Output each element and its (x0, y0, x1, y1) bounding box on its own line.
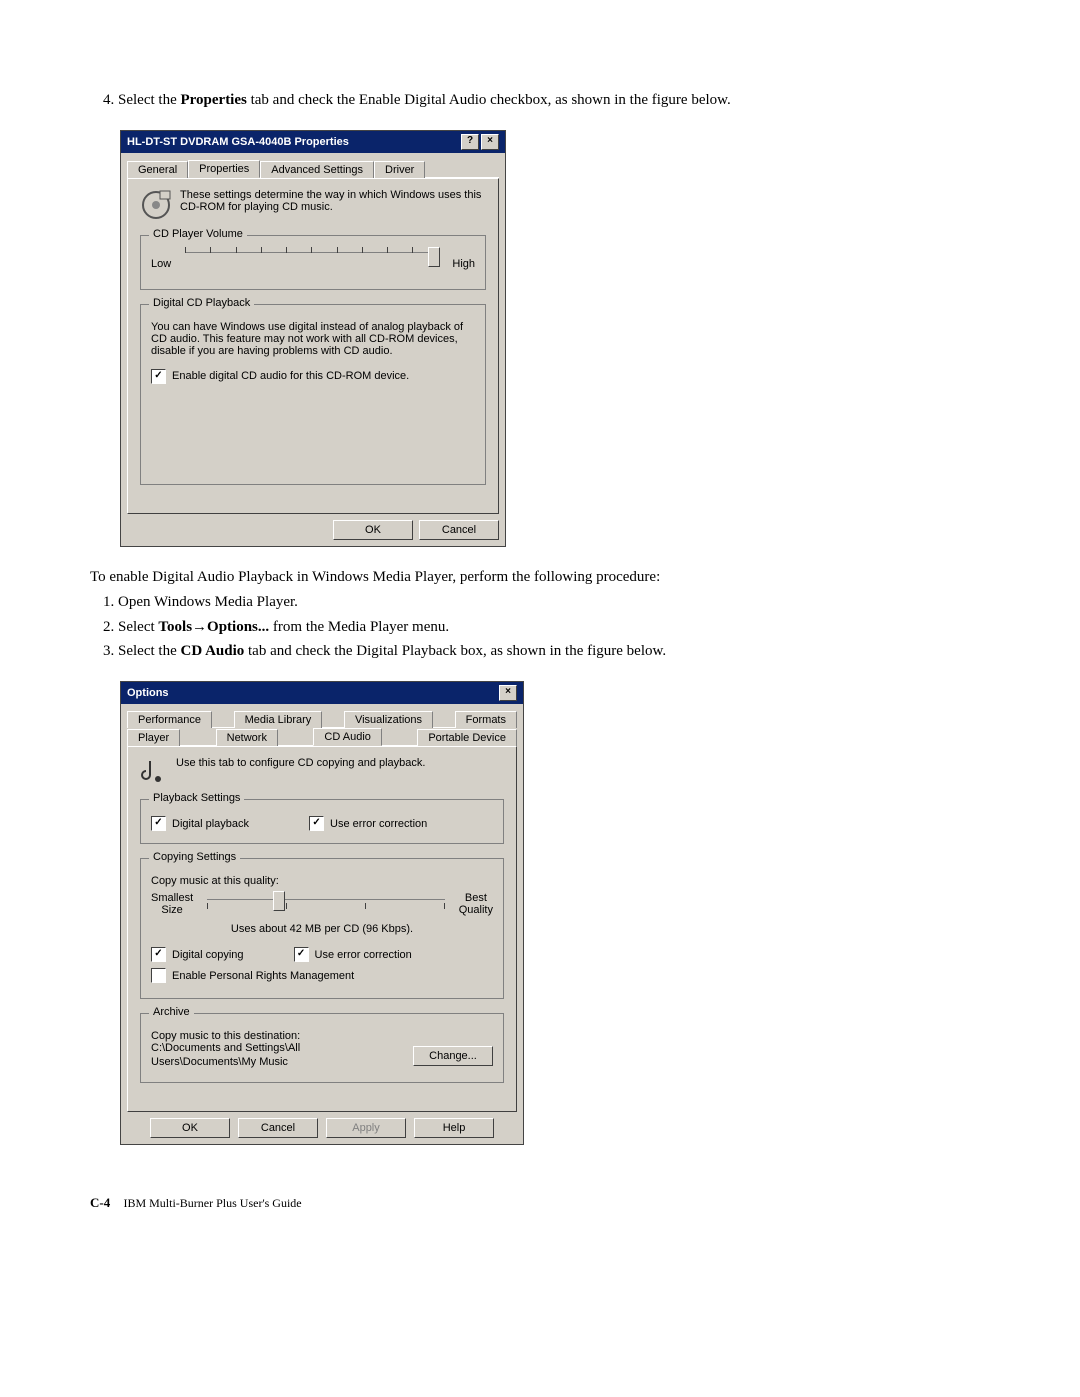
bridge-paragraph: To enable Digital Audio Playback in Wind… (90, 569, 990, 586)
options-dialog: Options × Performance Media Library Visual… (120, 681, 524, 1145)
step-b2: Select Tools→Options... from the Media P… (118, 617, 990, 639)
copying-settings-groupbox: Copying Settings Copy music at this qual… (140, 858, 504, 999)
playback-error-correction-checkbox[interactable]: ✓ Use error correction (309, 816, 427, 831)
tab-cd-audio[interactable]: CD Audio (313, 728, 381, 746)
playback-error-label: Use error correction (330, 818, 427, 830)
help-button[interactable]: Help (414, 1118, 494, 1138)
tab-general[interactable]: General (127, 161, 188, 178)
properties-tab-panel: These settings determine the way in whic… (127, 178, 499, 514)
change-button[interactable]: Change... (413, 1046, 493, 1066)
checkbox-box: ✓ (151, 369, 166, 384)
music-note-icon (140, 757, 168, 785)
enable-digital-label: Enable digital CD audio for this CD-ROM … (172, 370, 409, 382)
quality-slider[interactable] (207, 891, 445, 917)
page-footer: C-4 IBM Multi-Burner Plus User's Guide (90, 1195, 990, 1211)
properties-dialog: HL-DT-ST DVDRAM GSA-4040B Properties ? ×… (120, 130, 506, 547)
step4-post: tab and check the Enable Digital Audio c… (247, 92, 731, 108)
tab-network[interactable]: Network (216, 729, 278, 746)
copying-settings-legend: Copying Settings (149, 851, 240, 863)
ok-button[interactable]: OK (333, 520, 413, 540)
prm-checkbox[interactable]: Enable Personal Rights Management (151, 968, 354, 983)
tab-player[interactable]: Player (127, 729, 180, 746)
prm-label: Enable Personal Rights Management (172, 970, 354, 982)
options-title-text: Options (127, 687, 169, 699)
help-icon[interactable]: ? (461, 134, 479, 150)
apply-button[interactable]: Apply (326, 1118, 406, 1138)
ok-button[interactable]: OK (150, 1118, 230, 1138)
options-tabstrip-row1: Performance Media Library Visualizations Fo… (127, 710, 517, 728)
volume-slider[interactable] (185, 252, 438, 277)
volume-thumb[interactable] (428, 247, 440, 267)
step-b1: Open Windows Media Player. (118, 592, 990, 614)
instruction-list-b: Open Windows Media Player. Select Tools→… (90, 592, 990, 663)
options-tab-panel: Use this tab to configure CD copying and… (127, 746, 517, 1112)
volume-low-label: Low (151, 258, 171, 270)
tab-media-library[interactable]: Media Library (234, 711, 323, 728)
options-description: Use this tab to configure CD copying and… (176, 757, 425, 769)
step-b3: Select the CD Audio tab and check the Di… (118, 641, 990, 663)
quality-smallest-label: Smallest Size (151, 892, 193, 916)
digital-playback-label: Digital playback (172, 818, 249, 830)
instruction-list-a: Select the Properties tab and check the … (90, 90, 990, 112)
tab-visualizations[interactable]: Visualizations (344, 711, 433, 728)
archive-groupbox: Archive Copy music to this destination: … (140, 1013, 504, 1083)
tab-driver[interactable]: Driver (374, 161, 425, 178)
digital-playback-checkbox[interactable]: ✓ Digital playback (151, 816, 249, 831)
footer-title: IBM Multi-Burner Plus User's Guide (123, 1196, 301, 1210)
archive-heading: Copy music to this destination: (151, 1030, 493, 1042)
playback-groupbox: Digital CD Playback You can have Windows… (140, 304, 486, 485)
page-number: C-4 (90, 1195, 110, 1210)
copying-error-correction-checkbox[interactable]: ✓ Use error correction (294, 947, 412, 962)
tab-portable-device[interactable]: Portable Device (417, 729, 517, 746)
tab-properties[interactable]: Properties (188, 160, 260, 178)
tab-advanced-settings[interactable]: Advanced Settings (260, 161, 374, 178)
options-tabstrip-row2: Player Network CD Audio Portable Device (127, 727, 517, 746)
playback-settings-legend: Playback Settings (149, 792, 244, 804)
quality-thumb[interactable] (273, 891, 285, 911)
copying-error-label: Use error correction (315, 949, 412, 961)
step-4: Select the Properties tab and check the … (118, 90, 990, 112)
step4-pre: Select the (118, 92, 180, 108)
playback-text: You can have Windows use digital instead… (151, 321, 475, 357)
tab-performance[interactable]: Performance (127, 711, 212, 728)
cancel-button[interactable]: Cancel (238, 1118, 318, 1138)
playback-settings-groupbox: Playback Settings ✓ Digital playback ✓ U… (140, 799, 504, 844)
cancel-button[interactable]: Cancel (419, 520, 499, 540)
tab-formats[interactable]: Formats (455, 711, 517, 728)
options-titlebar: Options × (121, 682, 523, 704)
archive-legend: Archive (149, 1006, 194, 1018)
quality-usage-text: Uses about 42 MB per CD (96 Kbps). (151, 923, 493, 935)
digital-copying-checkbox[interactable]: ✓ Digital copying (151, 947, 244, 962)
close-icon[interactable]: × (499, 685, 517, 701)
properties-description: These settings determine the way in whic… (180, 189, 486, 213)
enable-digital-checkbox[interactable]: ✓ Enable digital CD audio for this CD-RO… (151, 369, 409, 384)
volume-legend: CD Player Volume (149, 228, 247, 240)
cdrom-icon (140, 189, 172, 221)
quality-best-label: Best Quality (459, 892, 493, 916)
playback-legend: Digital CD Playback (149, 297, 254, 309)
close-icon[interactable]: × (481, 134, 499, 150)
volume-high-label: High (452, 258, 475, 270)
properties-titlebar: HL-DT-ST DVDRAM GSA-4040B Properties ? × (121, 131, 505, 153)
archive-path: C:\Documents and Settings\All Users\Docu… (151, 1042, 391, 1070)
properties-title-text: HL-DT-ST DVDRAM GSA-4040B Properties (127, 136, 349, 148)
digital-copying-label: Digital copying (172, 949, 244, 961)
copy-quality-heading: Copy music at this quality: (151, 875, 493, 887)
step4-bold: Properties (180, 92, 246, 108)
properties-tabstrip: GeneralPropertiesAdvanced SettingsDriver (127, 159, 499, 178)
volume-groupbox: CD Player Volume Low High (140, 235, 486, 290)
